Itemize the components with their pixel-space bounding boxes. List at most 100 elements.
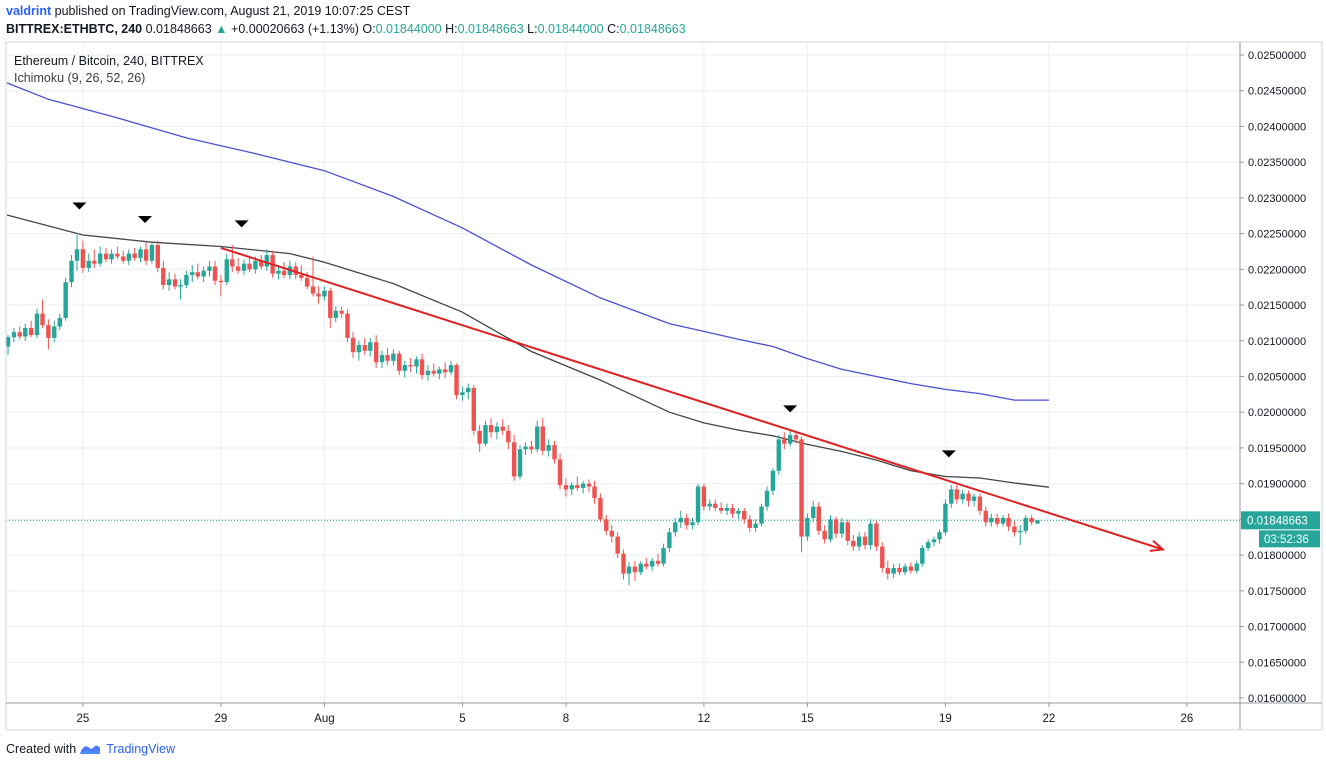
- candle-body: [891, 567, 896, 574]
- candle: [557, 453, 563, 490]
- series-title[interactable]: Ethereum / Bitcoin, 240, BITTREX: [14, 54, 204, 68]
- candle-body: [172, 279, 178, 287]
- candle: [707, 499, 712, 511]
- candle-body: [535, 426, 540, 450]
- countdown-badge: [1259, 530, 1320, 548]
- candle: [437, 366, 442, 380]
- indicator-title[interactable]: Ichimoku (9, 26, 52, 26): [14, 71, 146, 85]
- candle-body: [851, 540, 856, 547]
- candle: [580, 480, 586, 494]
- candle-body: [310, 286, 316, 294]
- candle-body: [500, 426, 505, 431]
- candle: [718, 502, 724, 514]
- candle: [839, 517, 845, 538]
- candle: [983, 506, 988, 527]
- candle: [828, 515, 833, 543]
- x-tick-label: 26: [1181, 713, 1194, 725]
- candle-body: [5, 337, 11, 347]
- candle: [971, 493, 977, 507]
- down-triangle-marker-icon[interactable]: [941, 450, 956, 458]
- candle-body: [586, 483, 592, 487]
- down-triangle-marker-icon[interactable]: [234, 220, 249, 228]
- candle-body: [816, 506, 821, 531]
- down-triangle-marker-icon[interactable]: [72, 202, 87, 210]
- y-tick-label: 0.01800000: [1248, 550, 1306, 562]
- candle: [190, 265, 195, 283]
- y-tick-label: 0.01900000: [1248, 479, 1306, 491]
- current-price-tag[interactable]: 0.01848663 03:52:36: [1241, 511, 1320, 548]
- candle-body: [184, 275, 189, 286]
- candle-body: [914, 563, 919, 571]
- candle-body: [580, 483, 586, 488]
- candle-body: [546, 445, 551, 451]
- candle-body: [385, 355, 390, 361]
- time-axis[interactable]: 25 29 Aug 5 8 12 15 19 22 26: [77, 703, 1194, 725]
- candle-body: [224, 259, 229, 283]
- down-triangle-marker-icon[interactable]: [138, 216, 152, 224]
- candle: [845, 519, 850, 546]
- candle: [212, 260, 218, 286]
- tradingview-brand[interactable]: TradingView: [106, 742, 175, 756]
- candle: [17, 326, 22, 340]
- candle: [902, 563, 908, 576]
- y-tick-label: 0.01950000: [1248, 443, 1306, 455]
- y-tick-label: 0.02050000: [1248, 372, 1306, 384]
- candle-body: [649, 560, 655, 567]
- candle: [184, 270, 189, 288]
- candle: [92, 249, 97, 268]
- candle-body: [241, 263, 247, 271]
- y-tick-label: 0.02400000: [1248, 121, 1306, 133]
- candle: [362, 337, 367, 356]
- candle-body: [822, 530, 827, 540]
- candle: [264, 249, 269, 271]
- candle-body: [569, 485, 574, 490]
- symbol-label: BITTREX:ETHBTC, 240: [6, 22, 143, 36]
- candle-body: [730, 507, 735, 514]
- trendline[interactable]: [220, 246, 1164, 551]
- candle: [799, 436, 804, 553]
- candle-body: [575, 485, 580, 488]
- candle: [414, 356, 419, 374]
- candle: [178, 279, 183, 300]
- candle: [695, 483, 701, 526]
- candle-body: [753, 523, 758, 528]
- candle: [736, 507, 741, 520]
- chart-grid: [6, 42, 1240, 703]
- down-triangle-marker-icon[interactable]: [783, 405, 798, 413]
- candle: [851, 535, 856, 551]
- candle-body: [828, 519, 833, 540]
- y-tick-label: 0.01750000: [1248, 586, 1306, 598]
- candle: [931, 536, 937, 547]
- candle-body: [667, 532, 672, 548]
- candle: [592, 480, 597, 504]
- candle-body: [373, 342, 379, 363]
- candle-body: [661, 547, 666, 564]
- candle: [23, 323, 28, 341]
- candle-body: [379, 355, 385, 363]
- candle: [121, 250, 126, 264]
- candle-body: [604, 519, 609, 531]
- candle: [97, 246, 103, 267]
- candle: [385, 347, 390, 366]
- candle: [690, 517, 695, 530]
- candle: [626, 562, 632, 586]
- candle-body: [1000, 517, 1006, 524]
- candle-body: [960, 493, 965, 500]
- candle-body: [695, 486, 701, 523]
- candle-body: [908, 566, 914, 571]
- candle: [1035, 520, 1040, 524]
- candle: [454, 363, 459, 400]
- candle-body: [724, 507, 730, 511]
- candle-body: [17, 332, 22, 337]
- candle: [494, 422, 500, 440]
- candle: [747, 515, 752, 533]
- candle: [632, 560, 638, 581]
- candle: [126, 249, 131, 266]
- candle-body: [713, 503, 718, 508]
- author-link[interactable]: valdrint: [6, 4, 52, 18]
- candle-body: [466, 387, 471, 393]
- candle-body: [437, 369, 442, 374]
- candle: [897, 563, 902, 576]
